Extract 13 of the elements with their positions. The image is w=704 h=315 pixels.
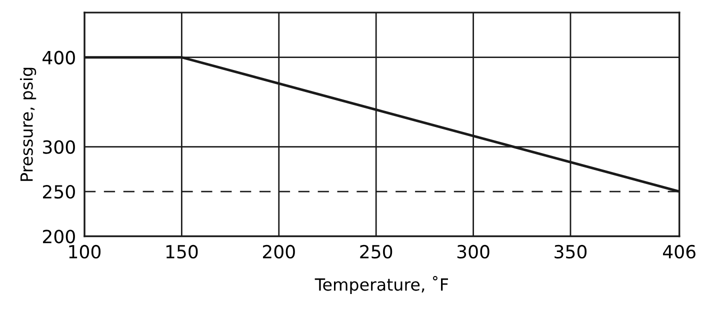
x-tick-label: 250 bbox=[360, 244, 392, 259]
x-tick-label: 200 bbox=[262, 244, 295, 259]
y-tick-label: 250 bbox=[43, 184, 75, 199]
x-tick-label: 350 bbox=[554, 244, 587, 259]
x-tick-label: 406 bbox=[663, 244, 696, 259]
y-tick-label: 300 bbox=[43, 140, 75, 154]
x-axis-title: Temperature, ˚F bbox=[314, 276, 448, 294]
x-tick-label: 150 bbox=[166, 244, 198, 259]
y-axis-title: Pressure, psig bbox=[20, 68, 36, 181]
x-tick-label: 100 bbox=[69, 244, 101, 259]
y-tick-label: 400 bbox=[42, 50, 75, 64]
y-tick-label: 200 bbox=[43, 230, 75, 244]
x-tick-label: 300 bbox=[457, 244, 490, 259]
